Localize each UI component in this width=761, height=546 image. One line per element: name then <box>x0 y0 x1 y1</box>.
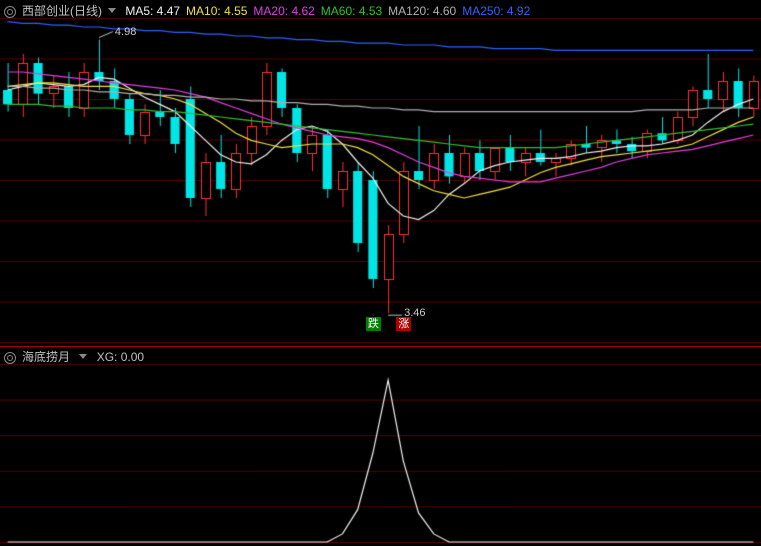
stock-title: 西部创业(日线) <box>22 4 102 18</box>
settings-icon[interactable] <box>4 352 16 364</box>
ma-label-MA10: MA10: 4.55 <box>186 4 247 18</box>
down-badge: 跌 <box>366 317 381 331</box>
ma-label-MA250: MA250: 4.92 <box>462 4 530 18</box>
candlestick-canvas <box>0 0 761 346</box>
dropdown-icon[interactable] <box>108 8 116 16</box>
candlestick-panel: 西部创业(日线) MA5: 4.47 MA10: 4.55 MA20: 4.62 MA… <box>0 0 761 346</box>
indicator-title: 海底捞月 <box>22 350 70 364</box>
ma-label-MA60: MA60: 4.53 <box>321 4 382 18</box>
ma-label-MA20: MA20: 4.62 <box>253 4 314 18</box>
indicator-panel: 海底捞月 XG: 0.00 <box>0 346 761 546</box>
up-badge: 涨 <box>396 317 411 331</box>
dropdown-icon[interactable] <box>79 354 87 362</box>
sub-header: 海底捞月 XG: 0.00 <box>4 348 150 365</box>
ma-label-MA120: MA120: 4.60 <box>388 4 456 18</box>
ma-label-MA5: MA5: 4.47 <box>125 4 180 18</box>
xg-label: XG: 0.00 <box>97 350 144 364</box>
settings-icon[interactable] <box>4 6 16 18</box>
high-price-label: 4.98 <box>115 26 136 38</box>
indicator-canvas <box>0 346 761 546</box>
main-header: 西部创业(日线) MA5: 4.47 MA10: 4.55 MA20: 4.62 MA… <box>4 2 536 19</box>
